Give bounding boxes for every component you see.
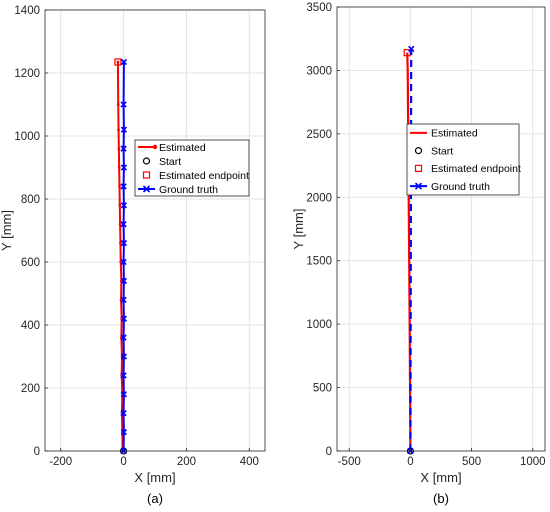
data-point-ground-truth bbox=[120, 372, 127, 379]
data-point-estimated bbox=[116, 60, 120, 64]
legend-entry-label: Estimated endpoint bbox=[431, 163, 521, 175]
data-point-ground-truth bbox=[120, 391, 128, 398]
axes-box bbox=[336, 6, 546, 452]
data-point-estimated bbox=[119, 260, 123, 264]
series-line-estimated bbox=[116, 61, 124, 452]
data-point-ground-truth bbox=[120, 410, 127, 417]
data-point-ground-truth bbox=[120, 353, 128, 360]
x-tick-label: -200 bbox=[49, 456, 72, 468]
legend-entry-label: Ground truth bbox=[159, 184, 218, 196]
legend-swatch-marker bbox=[142, 185, 151, 193]
y-tick-label: 1000 bbox=[14, 131, 40, 143]
y-axis-label: Y [mm] bbox=[0, 210, 14, 251]
data-point-ground-truth bbox=[120, 239, 128, 247]
data-point-ground-truth bbox=[120, 101, 127, 108]
x-tick-label: 0 bbox=[407, 456, 413, 468]
axes-box bbox=[44, 9, 266, 452]
data-point-ground-truth bbox=[120, 58, 128, 66]
y-tick-label: 1200 bbox=[14, 68, 40, 80]
x-axis-label: X [mm] bbox=[134, 470, 175, 485]
legend-swatch-marker bbox=[414, 182, 423, 190]
y-tick-label: 800 bbox=[21, 194, 40, 206]
y-tick-label: 2000 bbox=[306, 192, 332, 204]
y-tick-label: 0 bbox=[326, 446, 332, 458]
panel-a: -200 0 200 400 0 200 400 600 800 1000 1200 1400 X [m… bbox=[0, 5, 266, 506]
legend-swatch-marker bbox=[152, 144, 158, 150]
data-point-ground-truth bbox=[120, 296, 127, 303]
legend-swatch-marker bbox=[142, 157, 151, 165]
data-point-estimated bbox=[116, 103, 120, 106]
legend-entry-label: Estimated bbox=[159, 142, 206, 154]
panel-label: (b) bbox=[433, 491, 449, 506]
y-tick-label: 3000 bbox=[306, 65, 332, 77]
y-tick-label: 1500 bbox=[306, 256, 332, 268]
panel-b: -500 0 500 1000 0 500 1000 1500 2000 2500 3000 3500… bbox=[291, 2, 546, 506]
data-point-ground-truth bbox=[120, 258, 127, 266]
data-point-estimated bbox=[118, 222, 122, 226]
legend: Estimated Start Estimated endpoint Ground t… bbox=[134, 139, 250, 197]
data-point-ground-truth bbox=[120, 315, 128, 322]
legend: Estimated Start Estimated endpoint Ground t… bbox=[406, 123, 521, 196]
y-tick-label: 600 bbox=[21, 257, 40, 269]
y-tick-label: 1000 bbox=[306, 319, 332, 331]
legend-box bbox=[134, 139, 250, 197]
legend-swatch-marker bbox=[142, 171, 151, 179]
data-point-ground-truth bbox=[120, 183, 127, 190]
data-point-estimated bbox=[118, 203, 122, 207]
data-point-estimated bbox=[117, 128, 120, 132]
legend-swatch-marker bbox=[414, 147, 423, 155]
x-tick-label: 500 bbox=[462, 456, 481, 468]
x-axis-label: X [mm] bbox=[420, 470, 461, 485]
y-axis-label: Y [mm] bbox=[291, 209, 306, 250]
x-tick-label: 400 bbox=[240, 456, 259, 468]
data-point-estimated bbox=[117, 147, 121, 151]
x-tick-label: -500 bbox=[338, 456, 361, 468]
data-point-ground-truth bbox=[120, 145, 127, 152]
data-point-ground-truth bbox=[408, 45, 415, 53]
data-point-ground-truth bbox=[120, 334, 127, 341]
series-line-ground-truth bbox=[409, 48, 413, 452]
x-tick-label: 1000 bbox=[520, 456, 546, 468]
legend-box bbox=[406, 123, 520, 196]
data-point-estimated bbox=[117, 166, 121, 169]
legend-swatch-marker bbox=[414, 164, 423, 172]
y-tick-label: 0 bbox=[34, 446, 40, 458]
plot-area bbox=[337, 7, 545, 451]
data-point-ground-truth bbox=[120, 126, 128, 133]
legend-entry-label: Ground truth bbox=[431, 181, 490, 193]
panel-label: (a) bbox=[147, 491, 163, 506]
data-point-estimated-endpoint bbox=[114, 58, 122, 66]
data-point-ground-truth bbox=[120, 164, 128, 171]
data-point-ground-truth bbox=[120, 221, 127, 228]
legend-entry-label: Start bbox=[159, 156, 181, 168]
data-point-estimated bbox=[119, 241, 122, 245]
legend-entry-label: Start bbox=[431, 145, 453, 157]
legend-entry-label: Estimated bbox=[431, 128, 478, 140]
y-tick-label: 2500 bbox=[306, 129, 332, 141]
x-tick-label: 200 bbox=[177, 456, 196, 468]
y-tick-label: 200 bbox=[21, 383, 40, 395]
y-tick-label: 400 bbox=[21, 320, 40, 332]
y-tick-label: 500 bbox=[313, 383, 332, 395]
y-tick-label: 1400 bbox=[14, 5, 40, 17]
y-tick-label: 3500 bbox=[306, 2, 332, 14]
plot-area bbox=[45, 10, 265, 451]
legend-entry-label: Estimated endpoint bbox=[159, 170, 249, 182]
data-point-estimated bbox=[118, 185, 121, 188]
x-tick-label: 0 bbox=[120, 456, 126, 468]
data-point-ground-truth bbox=[120, 428, 128, 436]
data-point-ground-truth bbox=[120, 277, 128, 285]
data-point-ground-truth bbox=[120, 202, 128, 209]
